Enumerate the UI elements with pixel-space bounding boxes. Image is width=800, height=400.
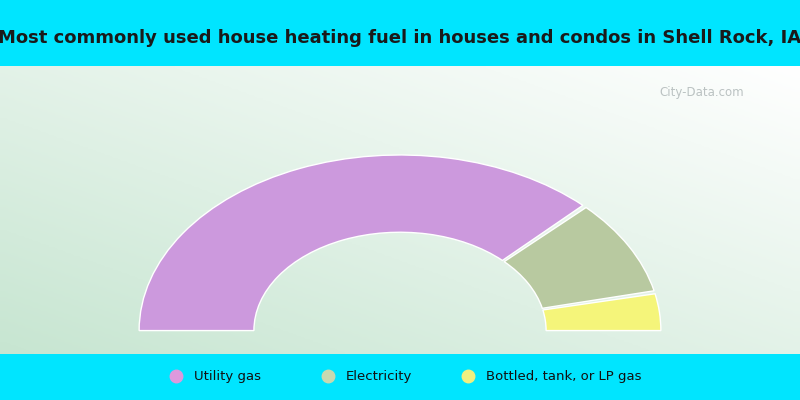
Wedge shape — [504, 208, 654, 308]
Wedge shape — [543, 294, 661, 330]
Text: Bottled, tank, or LP gas: Bottled, tank, or LP gas — [486, 370, 641, 382]
Text: Electricity: Electricity — [346, 370, 412, 382]
Text: Utility gas: Utility gas — [194, 370, 261, 382]
Wedge shape — [139, 155, 583, 330]
Text: Most commonly used house heating fuel in houses and condos in Shell Rock, IA: Most commonly used house heating fuel in… — [0, 29, 800, 47]
Text: City-Data.com: City-Data.com — [659, 86, 744, 99]
